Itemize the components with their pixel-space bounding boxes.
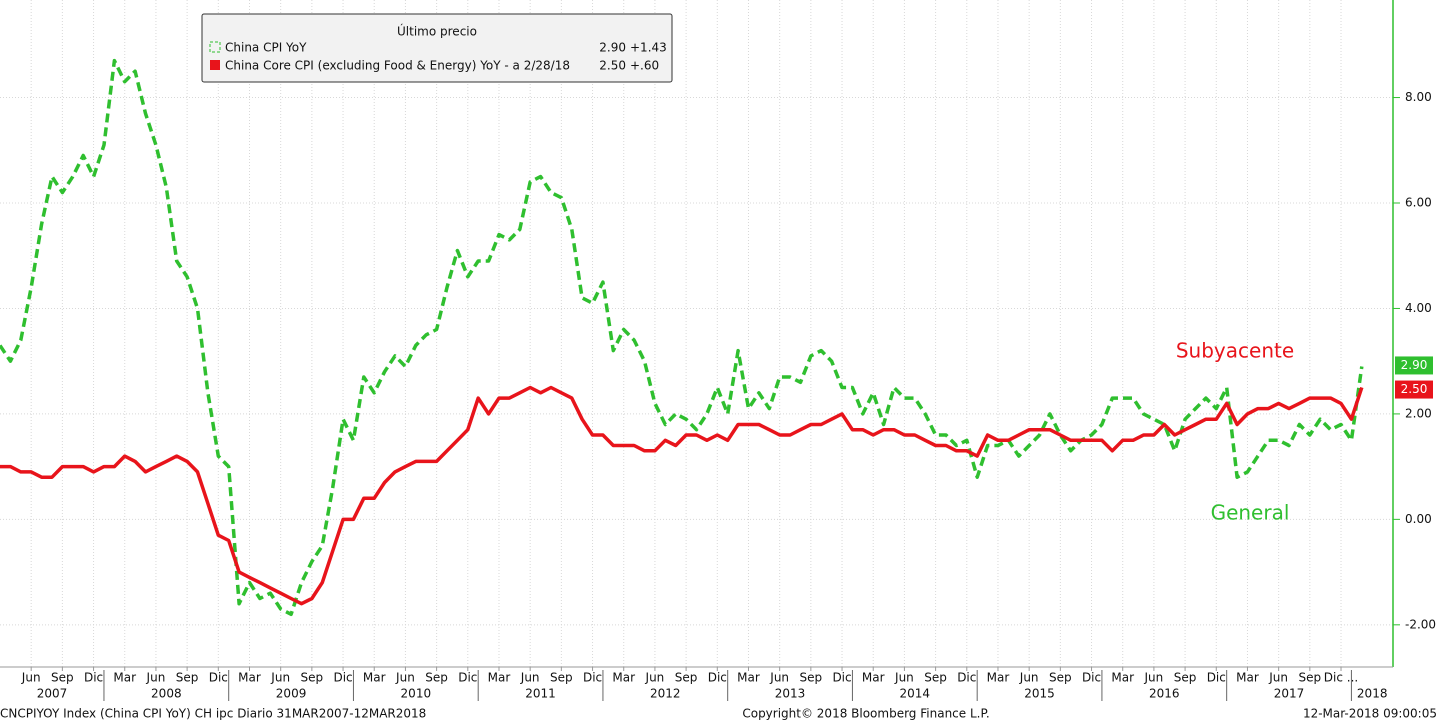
x-tick-label: Jun (1019, 671, 1039, 685)
last-value-label: 2.90 (1401, 358, 1428, 372)
x-tick-label: Mar (987, 671, 1010, 685)
x-tick-label: Sep (301, 671, 324, 685)
x-tick-label: Sep (1049, 671, 1072, 685)
y-tick-label: 0.00 (1405, 512, 1432, 526)
plot (0, 58, 1364, 617)
footer: 12-Mar-2018 09:00:05 (1303, 707, 1437, 721)
x-tick-label: Sep (425, 671, 448, 685)
x-tick-label: Jun (769, 671, 789, 685)
year-label: 2007 (37, 687, 68, 701)
x-tick-label: Mar (488, 671, 511, 685)
legend-change: +1.43 (630, 41, 667, 55)
y-tick-label: -2.00 (1405, 617, 1436, 631)
series-line (0, 385, 1364, 606)
year-label: 2013 (775, 687, 806, 701)
legend-label: China CPI YoY (225, 41, 307, 55)
x-tick-label: Jun (395, 671, 415, 685)
x-tick-label: Mar (238, 671, 261, 685)
year-label: 2010 (401, 687, 432, 701)
x-tick-label: Jun (1268, 671, 1288, 685)
x-tick-label: Mar (1111, 671, 1134, 685)
x-tick-label: Mar (113, 671, 136, 685)
x-tick-label: Dic (333, 671, 352, 685)
series-line (0, 58, 1364, 617)
x-tick-label: Sep (924, 671, 947, 685)
x-tick-label: Mar (1236, 671, 1259, 685)
year-label: 2014 (900, 687, 931, 701)
x-tick-label: Sep (1299, 671, 1322, 685)
x-tick-label: Dic (458, 671, 477, 685)
legend-swatch (209, 41, 221, 53)
x-tick-label: Jun (520, 671, 540, 685)
x-tick-label: Jun (146, 671, 166, 685)
last-value-box (1395, 380, 1433, 399)
year-label: 2011 (525, 687, 556, 701)
legend: Último precio China CPI YoY 2.90 +1.43 C… (201, 13, 673, 83)
x-tick-label: Sep (1174, 671, 1197, 685)
year-label: 2018 (1357, 687, 1388, 701)
legend-value: 2.90 (599, 41, 626, 55)
year-label: 2012 (650, 687, 681, 701)
x-tick-label: Mar (862, 671, 885, 685)
y-tick-label: 6.00 (1405, 196, 1432, 210)
legend-value: 2.50 (599, 59, 626, 73)
x-tick-label: Jun (21, 671, 41, 685)
last-value-box (1395, 356, 1433, 375)
legend-change: +.60 (630, 59, 659, 73)
legend-label: China Core CPI (excluding Food & Energy)… (225, 59, 570, 73)
year-label: 2009 (276, 687, 307, 701)
y-tick-label: 4.00 (1405, 301, 1432, 315)
x-tick-label: Jun (1144, 671, 1164, 685)
x-tick-label: Sep (800, 671, 823, 685)
y-tick-label: 8.00 (1405, 90, 1432, 104)
annotation: General (1211, 501, 1290, 525)
y-tick-label: 2.00 (1405, 406, 1432, 420)
x-tick-label: Mar (612, 671, 635, 685)
year-label: 2016 (1149, 687, 1180, 701)
legend-box (201, 13, 673, 83)
axes: -2.00 0.00 2.00 4.00 6.00 8.00 Jun Sep Dic Mar Jun… (0, 0, 1436, 701)
x-tick-label: Dic (1082, 671, 1101, 685)
x-tick-label: Dic ... (1324, 671, 1358, 685)
x-tick-label: Jun (270, 671, 290, 685)
year-label: 2015 (1024, 687, 1055, 701)
x-tick-label: Sep (51, 671, 74, 685)
footer: CNCPIYOY Index (China CPI YoY) CH ipc Di… (0, 707, 426, 721)
x-tick-label: Mar (363, 671, 386, 685)
x-tick-label: Dic (1207, 671, 1226, 685)
annotation: Subyacente (1176, 339, 1294, 363)
year-label: 2008 (151, 687, 182, 701)
x-tick-label: Jun (645, 671, 665, 685)
x-tick-label: Dic (957, 671, 976, 685)
x-tick-label: Dic (708, 671, 727, 685)
grid (0, 0, 1393, 667)
year-label: 2017 (1274, 687, 1305, 701)
x-tick-label: Sep (176, 671, 199, 685)
x-tick-label: Dic (832, 671, 851, 685)
legend-title: Último precio (397, 24, 477, 39)
x-tick-label: Sep (675, 671, 698, 685)
footer: Copyright© 2018 Bloomberg Finance L.P. (742, 707, 989, 721)
legend-swatch (210, 60, 220, 70)
x-tick-label: Dic (84, 671, 103, 685)
x-tick-label: Sep (550, 671, 573, 685)
last-value-label: 2.50 (1401, 382, 1428, 396)
x-tick-label: Dic (209, 671, 228, 685)
x-tick-label: Dic (583, 671, 602, 685)
x-tick-label: Jun (894, 671, 914, 685)
x-tick-label: Mar (737, 671, 760, 685)
